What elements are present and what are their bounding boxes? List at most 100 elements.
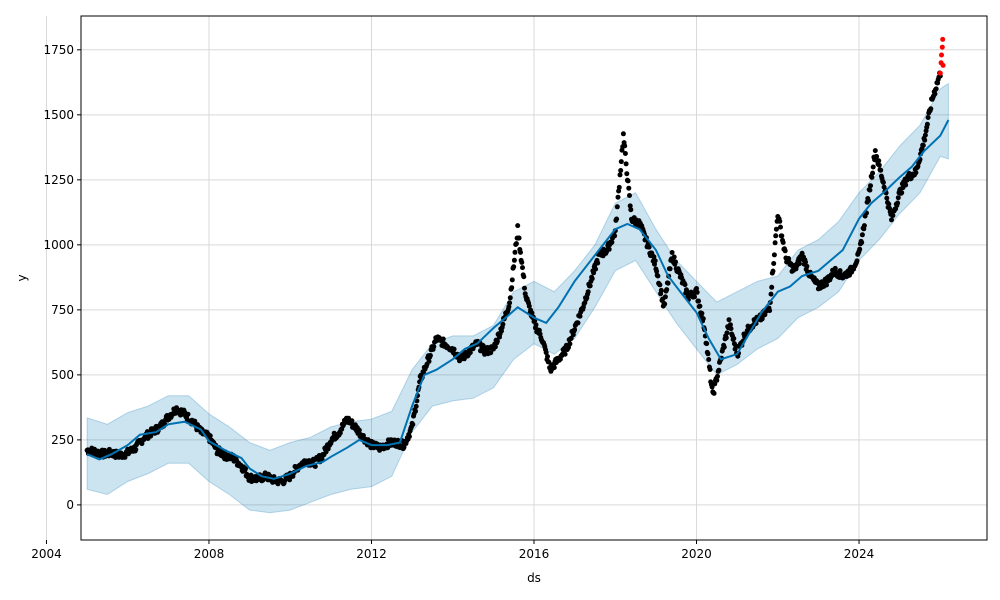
observed-point bbox=[767, 308, 773, 314]
observed-point bbox=[655, 273, 661, 279]
y-tick-label: 750 bbox=[51, 303, 74, 317]
observed-point bbox=[413, 403, 419, 409]
observed-point bbox=[567, 341, 573, 347]
y-tick-label: 1250 bbox=[43, 173, 74, 187]
observed-point bbox=[867, 187, 873, 193]
observed-point bbox=[506, 304, 512, 310]
observed-point bbox=[696, 298, 701, 304]
observed-point bbox=[872, 148, 878, 154]
observed-point bbox=[620, 131, 626, 137]
observed-point bbox=[780, 240, 786, 245]
observed-point bbox=[769, 284, 775, 290]
observed-point bbox=[859, 240, 865, 245]
x-tick-label: 2016 bbox=[519, 547, 550, 561]
observed-point bbox=[133, 447, 139, 452]
x-tick-label: 2008 bbox=[194, 547, 225, 561]
observed-point bbox=[723, 335, 729, 341]
observed-point bbox=[519, 259, 525, 265]
observed-point bbox=[782, 248, 788, 254]
observed-point bbox=[692, 294, 697, 300]
observed-point bbox=[585, 289, 591, 295]
observed-point bbox=[406, 434, 412, 440]
observed-point bbox=[349, 418, 355, 424]
observed-point bbox=[518, 249, 523, 255]
observed-point bbox=[857, 246, 863, 252]
observed-point bbox=[778, 224, 783, 230]
observed-point bbox=[771, 252, 777, 258]
highlight-point bbox=[940, 36, 946, 42]
observed-point bbox=[697, 303, 703, 309]
observed-point bbox=[658, 287, 664, 293]
observed-point bbox=[922, 132, 928, 138]
observed-point bbox=[874, 154, 880, 159]
observed-point bbox=[886, 201, 892, 207]
observed-point bbox=[401, 444, 407, 450]
observed-point bbox=[623, 161, 629, 167]
x-tick-label: 2012 bbox=[356, 547, 387, 561]
observed-point bbox=[622, 151, 628, 156]
uncertainty-band bbox=[86, 82, 949, 514]
y-tick-label: 0 bbox=[66, 498, 74, 512]
forecast-line-path bbox=[86, 119, 950, 480]
observed-point bbox=[521, 274, 527, 280]
observed-point bbox=[467, 350, 473, 356]
observed-point bbox=[575, 320, 581, 326]
observed-point bbox=[694, 289, 700, 295]
observed-point bbox=[662, 294, 668, 300]
observed-point bbox=[928, 106, 934, 112]
observed-point bbox=[933, 86, 939, 92]
observed-point bbox=[773, 226, 779, 232]
x-axis-title: ds bbox=[527, 571, 541, 585]
observed-point bbox=[511, 257, 517, 263]
observed-point bbox=[522, 285, 527, 291]
observed-point bbox=[770, 268, 776, 274]
observed-point bbox=[654, 268, 660, 274]
interval-band bbox=[86, 82, 949, 514]
observed-point bbox=[551, 365, 557, 371]
observed-point bbox=[684, 289, 690, 294]
observed-point bbox=[706, 357, 712, 362]
observed-point bbox=[876, 158, 882, 164]
observed-point bbox=[616, 184, 622, 190]
observed-point bbox=[884, 195, 890, 201]
observed-point bbox=[646, 244, 652, 250]
y-tick-label: 1500 bbox=[43, 108, 74, 122]
observed-point bbox=[870, 164, 876, 170]
observed-point bbox=[440, 336, 446, 342]
observed-point bbox=[625, 178, 631, 184]
observed-point bbox=[889, 217, 894, 223]
observed-point bbox=[711, 390, 717, 396]
observed-point bbox=[589, 276, 595, 282]
observed-point bbox=[786, 256, 792, 261]
grid-lines bbox=[45, 16, 987, 540]
observed-point bbox=[694, 286, 699, 291]
observed-point bbox=[591, 270, 597, 276]
observed-point bbox=[721, 344, 727, 350]
observed-point bbox=[854, 258, 860, 264]
observed-point bbox=[803, 259, 808, 265]
observed-point bbox=[507, 300, 513, 306]
observed-point bbox=[593, 266, 599, 272]
observed-point bbox=[779, 233, 785, 239]
observed-point bbox=[614, 204, 620, 210]
x-tick-label: 2024 bbox=[844, 547, 875, 561]
observed-point bbox=[622, 143, 628, 149]
observed-point bbox=[868, 183, 873, 189]
observed-point bbox=[866, 198, 871, 204]
observed-point bbox=[925, 115, 931, 120]
observed-point bbox=[617, 172, 623, 178]
observed-point bbox=[903, 182, 909, 188]
observed-point bbox=[861, 223, 867, 229]
highlight-point bbox=[939, 44, 945, 50]
observed-point bbox=[824, 282, 829, 288]
observed-point bbox=[312, 464, 318, 469]
highlight-point bbox=[939, 52, 944, 58]
observed-point bbox=[699, 310, 705, 316]
forecast-line bbox=[86, 119, 950, 480]
observed-point bbox=[771, 261, 777, 266]
observed-point bbox=[360, 433, 366, 438]
observed-point bbox=[726, 317, 732, 323]
observed-point bbox=[500, 321, 506, 327]
observed-point bbox=[618, 159, 624, 165]
